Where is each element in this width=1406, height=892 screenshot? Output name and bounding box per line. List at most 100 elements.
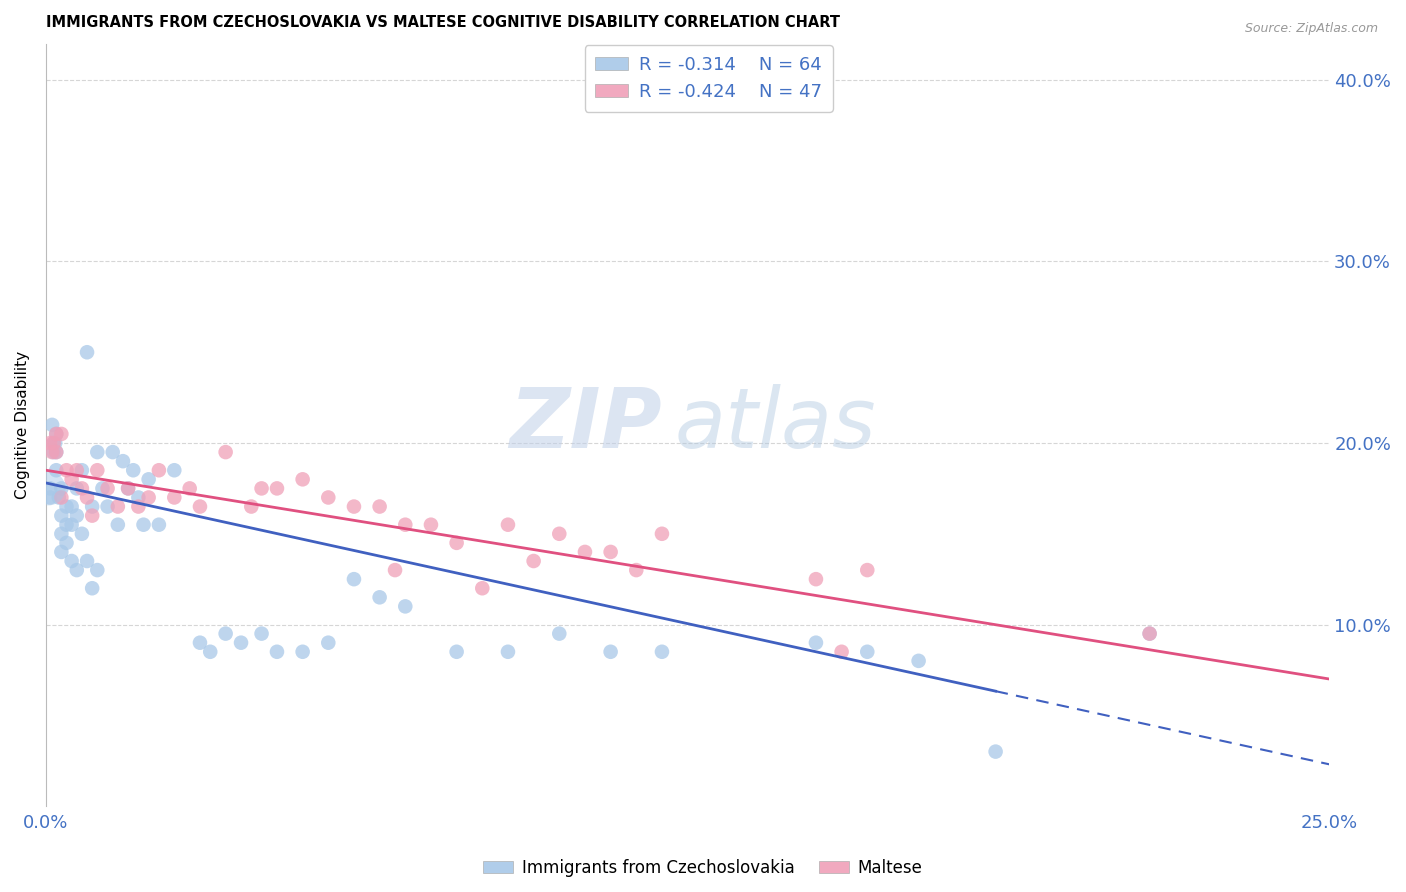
Point [66,563,89,577]
Point [138,491,160,505]
Point [214,445,236,459]
Point [51,508,73,523]
Point [599,545,621,559]
Point [856,563,879,577]
Point [86,445,108,459]
Point [368,500,391,514]
Point [117,482,139,496]
Point [39,436,62,450]
Y-axis label: Cognitive Disability: Cognitive Disability [15,351,30,499]
Point [420,517,443,532]
Point [250,626,273,640]
Point [574,545,596,559]
Point [60,472,83,486]
Point [55,500,77,514]
Point [229,636,252,650]
Point [41,445,63,459]
Point [60,554,83,568]
Point [117,482,139,496]
Point [163,463,186,477]
Point [343,572,366,586]
Point [394,599,416,614]
Point [368,591,391,605]
Point [60,517,83,532]
Point [42,445,65,459]
Point [39,491,62,505]
Point [907,654,929,668]
Point [55,536,77,550]
Point [1139,626,1161,640]
Point [51,545,73,559]
Point [76,554,98,568]
Point [394,517,416,532]
Point [66,508,89,523]
Point [548,626,571,640]
Legend: R = -0.314    N = 64, R = -0.424    N = 47: R = -0.314 N = 64, R = -0.424 N = 47 [585,45,832,112]
Point [55,517,77,532]
Point [804,572,827,586]
Point [804,636,827,650]
Text: atlas: atlas [675,384,876,466]
Point [446,536,468,550]
Point [316,491,339,505]
Point [122,463,145,477]
Point [39,482,62,496]
Point [250,482,273,496]
Point [188,500,211,514]
Point [446,645,468,659]
Point [86,463,108,477]
Point [266,645,288,659]
Point [240,500,263,514]
Point [38,482,60,496]
Legend: Immigrants from Czechoslovakia, Maltese: Immigrants from Czechoslovakia, Maltese [477,853,929,884]
Point [496,517,519,532]
Point [82,500,104,514]
Point [138,472,160,486]
Point [111,454,134,468]
Point [60,500,83,514]
Point [291,645,314,659]
Point [1139,626,1161,640]
Point [163,491,186,505]
Point [626,563,648,577]
Point [45,463,67,477]
Point [984,745,1007,759]
Point [91,482,114,496]
Point [45,426,67,441]
Point [496,645,519,659]
Point [41,417,63,432]
Point [86,563,108,577]
Point [51,426,73,441]
Point [51,526,73,541]
Point [214,626,236,640]
Point [51,491,73,505]
Point [148,517,170,532]
Point [384,563,406,577]
Point [127,491,149,505]
Point [45,445,67,459]
Point [343,500,366,514]
Point [70,463,93,477]
Point [132,517,155,532]
Point [66,463,89,477]
Point [55,463,77,477]
Point [127,500,149,514]
Point [97,482,120,496]
Point [45,445,67,459]
Text: Source: ZipAtlas.com: Source: ZipAtlas.com [1244,22,1378,36]
Point [101,445,124,459]
Point [148,463,170,477]
Point [82,581,104,595]
Text: ZIP: ZIP [509,384,662,466]
Point [548,526,571,541]
Point [97,500,120,514]
Point [651,526,673,541]
Point [76,345,98,359]
Point [291,472,314,486]
Point [856,645,879,659]
Point [107,500,129,514]
Point [316,636,339,650]
Point [66,482,89,496]
Point [45,426,67,441]
Point [523,554,546,568]
